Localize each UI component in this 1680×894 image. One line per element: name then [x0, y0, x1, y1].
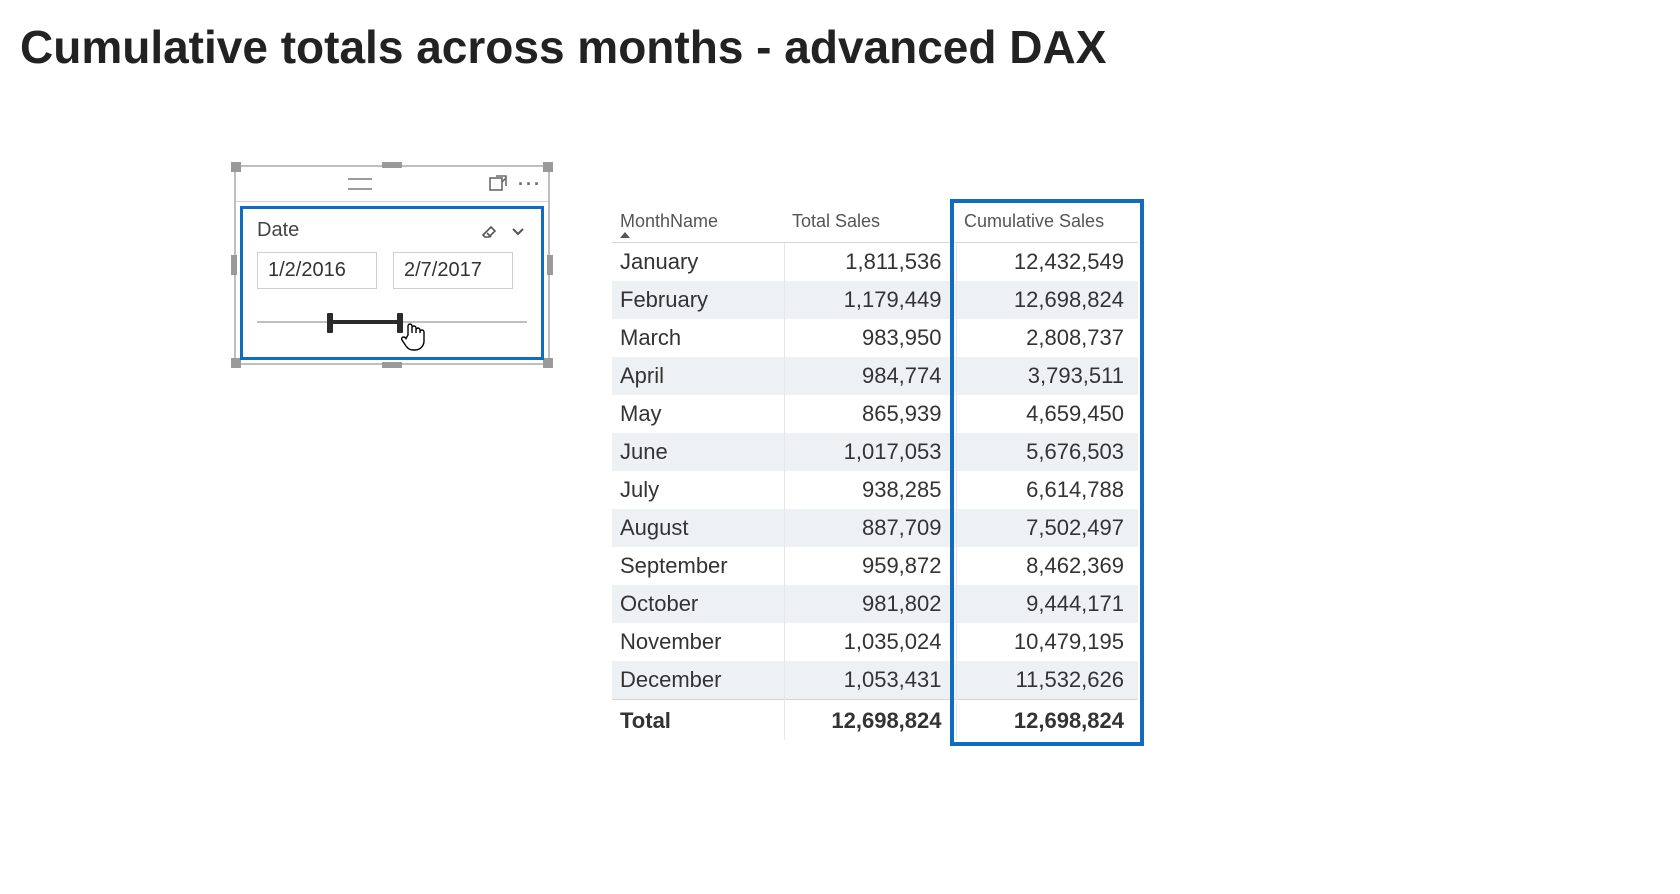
cell-month: February	[612, 281, 784, 319]
resize-handle[interactable]	[231, 162, 241, 172]
cell-total: 938,285	[784, 471, 956, 509]
date-range-slider[interactable]	[257, 311, 527, 335]
visual-header: ···	[236, 167, 548, 202]
resize-handle[interactable]	[543, 162, 553, 172]
cell-cum: 8,462,369	[956, 547, 1138, 585]
table-header-cum[interactable]: Cumulative Sales	[956, 205, 1138, 243]
table-row[interactable]: March983,9502,808,737	[612, 319, 1138, 357]
focus-mode-icon[interactable]	[488, 174, 508, 194]
chevron-down-icon[interactable]	[509, 222, 527, 240]
cell-cum: 9,444,171	[956, 585, 1138, 623]
cell-total: 1,053,431	[784, 661, 956, 700]
date-slicer-visual[interactable]: ··· Date	[234, 165, 550, 365]
footer-cum: 12,698,824	[956, 700, 1138, 741]
cell-total: 1,811,536	[784, 243, 956, 282]
clear-selection-icon[interactable]	[479, 221, 499, 241]
table-footer-row: Total 12,698,824 12,698,824	[612, 700, 1138, 741]
cell-month: November	[612, 623, 784, 661]
footer-total: 12,698,824	[784, 700, 956, 741]
table-body: January1,811,53612,432,549February1,179,…	[612, 243, 1138, 700]
cell-month: August	[612, 509, 784, 547]
slider-thumb-start[interactable]	[327, 313, 333, 333]
slider-thumb-end[interactable]	[397, 313, 403, 333]
drag-grip-icon[interactable]	[348, 178, 372, 190]
cell-cum: 7,502,497	[956, 509, 1138, 547]
slicer-body: Date	[240, 206, 544, 360]
table-header-row: MonthNameTotal SalesCumulative Sales	[612, 205, 1138, 243]
table-row[interactable]: September959,8728,462,369	[612, 547, 1138, 585]
cell-month: June	[612, 433, 784, 471]
table-row[interactable]: May865,9394,659,450	[612, 395, 1138, 433]
table-row[interactable]: December1,053,43111,532,626	[612, 661, 1138, 700]
start-date-input[interactable]	[257, 252, 377, 289]
table-row[interactable]: February1,179,44912,698,824	[612, 281, 1138, 319]
resize-handle[interactable]	[231, 255, 237, 275]
resize-handle[interactable]	[547, 255, 553, 275]
table-header-month[interactable]: MonthName	[612, 205, 784, 243]
cell-total: 1,035,024	[784, 623, 956, 661]
footer-label: Total	[612, 700, 784, 741]
cell-month: July	[612, 471, 784, 509]
cell-total: 1,017,053	[784, 433, 956, 471]
cell-total: 983,950	[784, 319, 956, 357]
table-row[interactable]: August887,7097,502,497	[612, 509, 1138, 547]
cell-month: May	[612, 395, 784, 433]
resize-handle[interactable]	[382, 362, 402, 368]
slicer-field-label: Date	[257, 219, 299, 242]
cell-cum: 12,698,824	[956, 281, 1138, 319]
resize-handle[interactable]	[543, 358, 553, 368]
table-row[interactable]: July938,2856,614,788	[612, 471, 1138, 509]
cell-cum: 6,614,788	[956, 471, 1138, 509]
end-date-input[interactable]	[393, 252, 513, 289]
cell-month: January	[612, 243, 784, 282]
cell-cum: 12,432,549	[956, 243, 1138, 282]
cell-month: April	[612, 357, 784, 395]
slider-track-active	[327, 320, 397, 324]
cell-total: 959,872	[784, 547, 956, 585]
cell-total: 887,709	[784, 509, 956, 547]
cell-cum: 4,659,450	[956, 395, 1138, 433]
page-title: Cumulative totals across months - advanc…	[20, 20, 1680, 74]
cell-month: October	[612, 585, 784, 623]
cell-total: 1,179,449	[784, 281, 956, 319]
cell-cum: 2,808,737	[956, 319, 1138, 357]
table-row[interactable]: November1,035,02410,479,195	[612, 623, 1138, 661]
table-header-total[interactable]: Total Sales	[784, 205, 956, 243]
cell-cum: 10,479,195	[956, 623, 1138, 661]
cell-month: December	[612, 661, 784, 700]
table-row[interactable]: April984,7743,793,511	[612, 357, 1138, 395]
table-row[interactable]: January1,811,53612,432,549	[612, 243, 1138, 282]
cell-month: September	[612, 547, 784, 585]
cell-total: 981,802	[784, 585, 956, 623]
cell-month: March	[612, 319, 784, 357]
cell-total: 865,939	[784, 395, 956, 433]
table-row[interactable]: October981,8029,444,171	[612, 585, 1138, 623]
cell-cum: 3,793,511	[956, 357, 1138, 395]
cell-total: 984,774	[784, 357, 956, 395]
sales-table: MonthNameTotal SalesCumulative Sales Jan…	[612, 205, 1138, 740]
cell-cum: 11,532,626	[956, 661, 1138, 700]
cell-cum: 5,676,503	[956, 433, 1138, 471]
table-row[interactable]: June1,017,0535,676,503	[612, 433, 1138, 471]
resize-handle[interactable]	[382, 162, 402, 168]
more-options-icon[interactable]: ···	[518, 174, 542, 195]
